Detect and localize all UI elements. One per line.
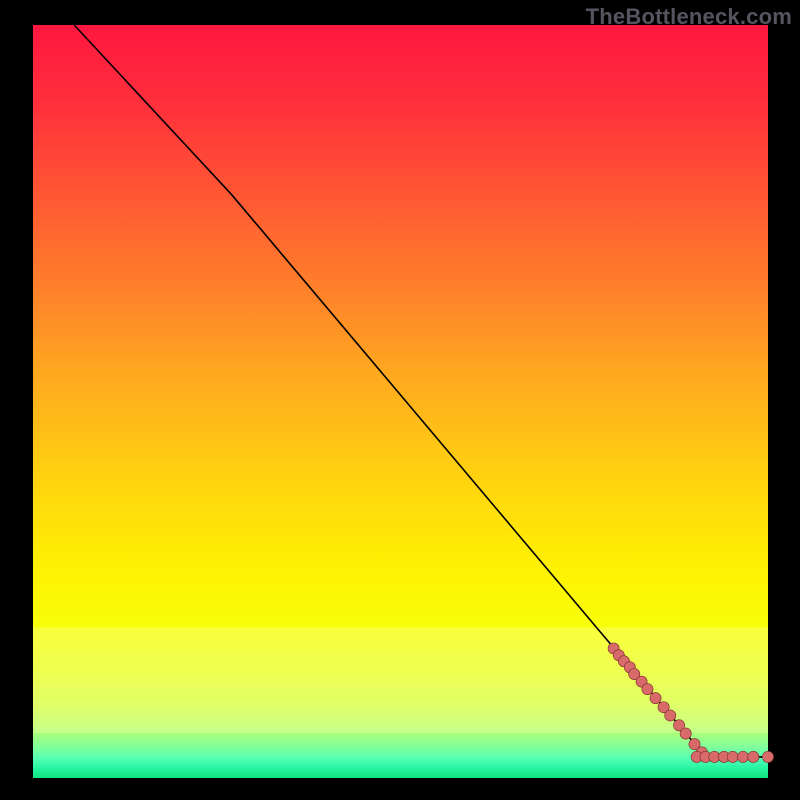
data-marker: [748, 751, 759, 762]
data-marker: [727, 751, 738, 762]
data-marker: [737, 751, 748, 762]
watermark-text: TheBottleneck.com: [586, 4, 792, 30]
data-marker: [680, 728, 691, 739]
data-marker: [642, 684, 653, 695]
data-marker: [762, 751, 773, 762]
data-marker: [665, 710, 676, 721]
pale-band: [33, 627, 768, 732]
bottleneck-chart: [0, 0, 800, 800]
chart-container: { "watermark": { "text": "TheBottleneck.…: [0, 0, 800, 800]
data-marker: [650, 693, 661, 704]
